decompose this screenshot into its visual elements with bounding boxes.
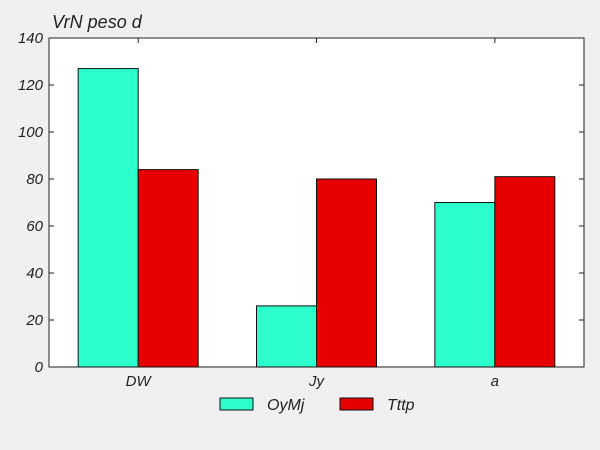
bar-oymj-a bbox=[434, 202, 496, 368]
x-tick-label: DW bbox=[126, 373, 153, 390]
x-axis: DW Jy a bbox=[126, 38, 499, 390]
y-tick-label: 20 bbox=[25, 312, 43, 329]
bar-tttp-dw bbox=[137, 169, 199, 368]
legend-swatch-oymj bbox=[219, 397, 254, 411]
bars-group bbox=[77, 68, 556, 368]
y-tick-label: 120 bbox=[18, 77, 44, 94]
bar-oymj-dw bbox=[77, 68, 139, 368]
y-tick-label: 100 bbox=[18, 124, 44, 141]
y-tick-label: 140 bbox=[18, 30, 44, 47]
legend: OyMj Tttp bbox=[219, 397, 415, 414]
y-axis: 0 20 40 60 80 100 120 140 bbox=[18, 30, 584, 376]
chart-title: VrN peso d bbox=[52, 12, 143, 32]
x-tick-label: Jy bbox=[308, 373, 326, 390]
legend-swatch-tttp bbox=[339, 397, 374, 411]
legend-label-oymj: OyMj bbox=[267, 397, 305, 414]
y-tick-label: 60 bbox=[26, 218, 43, 235]
bar-tttp-jy bbox=[316, 178, 377, 368]
y-tick-label: 40 bbox=[26, 265, 43, 282]
y-tick-label: 80 bbox=[26, 171, 43, 188]
bar-tttp-a bbox=[494, 176, 556, 368]
legend-label-tttp: Tttp bbox=[387, 397, 415, 414]
y-tick-label: 0 bbox=[35, 359, 44, 376]
x-tick-label: a bbox=[491, 373, 499, 390]
bar-oymj-jy bbox=[256, 305, 317, 368]
